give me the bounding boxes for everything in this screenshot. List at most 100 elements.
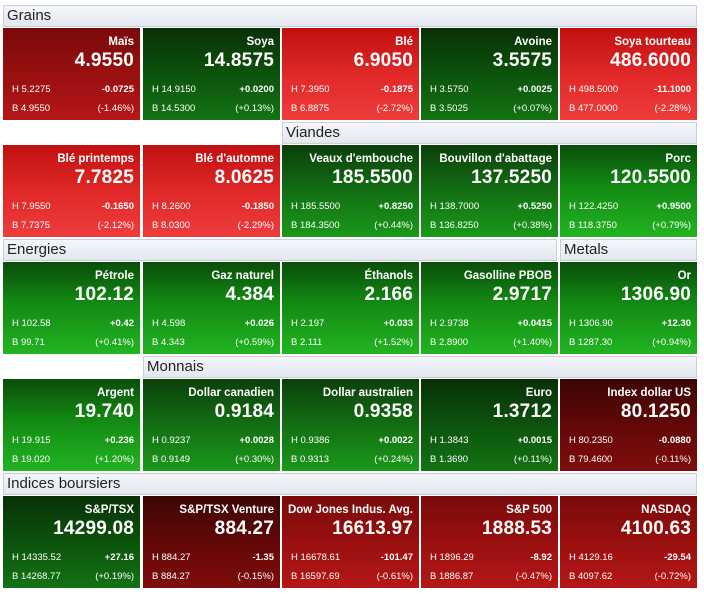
quote-high: H 5.2275 (12, 84, 51, 95)
quote-high: H 138.7000 (430, 201, 480, 212)
quote-tile-petrole[interactable]: Pétrole 102.12 H 102.58 +0.42 B 99.71 (+0.… (3, 262, 140, 354)
quote-high-row: H 5.2275 -0.0725 (12, 84, 134, 95)
quote-tile-ethanols[interactable]: Éthanols 2.166 H 2.197 +0.033 B 2.111 (+1.… (282, 262, 419, 354)
quote-low-row: B 2.111 (+1.52%) (291, 337, 413, 348)
quote-low-row: B 4.343 (+0.59%) (152, 337, 274, 348)
quote-tile-ble[interactable]: Blé 6.9050 H 7.3950 -0.1875 B 6.8875 (-2.7… (282, 28, 419, 120)
quote-tile-veaux-embouche[interactable]: Veaux d'embouche 185.5500 H 185.5500 +0.8… (282, 145, 419, 237)
quote-name: Veaux d'embouche (309, 153, 413, 165)
quote-tile-gaz-naturel[interactable]: Gaz naturel 4.384 H 4.598 +0.026 B 4.343 (… (143, 262, 280, 354)
quote-tile-dollar-australien[interactable]: Dollar australien 0.9358 H 0.9386 +0.0022… (282, 379, 419, 471)
quote-name: Blé d'automne (195, 153, 274, 165)
quote-low: B 4.343 (152, 337, 185, 348)
quote-high-row: H 14335.52 +27.16 (12, 552, 134, 563)
quote-high-row: H 0.9237 +0.0028 (152, 435, 274, 446)
quote-tile-argent[interactable]: Argent 19.740 H 19.915 +0.236 B 19.020 (+1… (3, 379, 140, 471)
quote-tile-sp-tsx[interactable]: S&P/TSX 14299.08 H 14335.52 +27.16 B 1426… (3, 496, 140, 588)
quote-tile-or[interactable]: Or 1306.90 H 1306.90 +12.30 B 1287.30 (+0.… (560, 262, 697, 354)
quote-high: H 498.5000 (569, 84, 619, 95)
quote-high: H 1.3843 (430, 435, 469, 446)
quote-tile-bouvillon-abattage[interactable]: Bouvillon d'abattage 137.5250 H 138.7000… (421, 145, 558, 237)
quote-change: +0.9500 (656, 201, 691, 212)
quote-name: Dollar australien (322, 387, 413, 399)
quote-low: B 0.9149 (152, 454, 191, 465)
quote-percent: (-1.46%) (97, 103, 134, 114)
quote-price: 884.27 (214, 518, 274, 539)
section-header-energies: Energies (3, 239, 557, 261)
quote-tile-index-dollar-us[interactable]: Index dollar US 80.1250 H 80.2350 -0.0880… (560, 379, 697, 471)
quote-high: H 19.915 (12, 435, 51, 446)
quote-low-row: B 0.9313 (+0.24%) (291, 454, 413, 465)
quote-change: +0.0015 (517, 435, 552, 446)
quote-price: 0.9358 (353, 401, 413, 422)
quote-tile-dow-jones[interactable]: Dow Jones Indus. Avg. 16613.97 H 16678.6… (282, 496, 419, 588)
quote-high: H 3.5750 (430, 84, 469, 95)
quote-high: H 122.4250 (569, 201, 619, 212)
quote-price: 486.6000 (610, 50, 691, 71)
quote-low: B 7.7375 (12, 220, 51, 231)
quote-price: 4.9550 (74, 50, 134, 71)
quote-tile-avoine[interactable]: Avoine 3.5575 H 3.5750 +0.0025 B 3.5025 (+… (421, 28, 558, 120)
quote-high-row: H 102.58 +0.42 (12, 318, 134, 329)
quote-tile-gasolline-pbob[interactable]: Gasolline PBOB 2.9717 H 2.9738 +0.0415 B … (421, 262, 558, 354)
quote-low: B 19.020 (12, 454, 51, 465)
quote-tile-mais[interactable]: Maïs 4.9550 H 5.2275 -0.0725 B 4.9550 (-1.… (3, 28, 140, 120)
quote-percent: (+0.24%) (374, 454, 413, 465)
quote-high: H 4.598 (152, 318, 186, 329)
quote-high: H 102.58 (12, 318, 51, 329)
quote-low-row: B 1.3690 (+0.11%) (430, 454, 552, 465)
quote-low-row: B 16597.69 (-0.61%) (291, 571, 413, 582)
quote-tile-euro[interactable]: Euro 1.3712 H 1.3843 +0.0015 B 1.3690 (+0.… (421, 379, 558, 471)
quote-name: Soya tourteau (614, 36, 691, 48)
quote-price: 2.166 (364, 284, 413, 305)
quote-high-row: H 3.5750 +0.0025 (430, 84, 552, 95)
quote-tile-ble-automne[interactable]: Blé d'automne 8.0625 H 8.2600 -0.1850 B 8… (143, 145, 280, 237)
quote-tile-ble-printemps[interactable]: Blé printemps 7.7825 H 7.9550 -0.1650 B 7… (3, 145, 140, 237)
quote-change: +0.236 (104, 435, 134, 446)
quote-high-row: H 4129.16 -29.54 (569, 552, 691, 563)
quote-tile-porc[interactable]: Porc 120.5500 H 122.4250 +0.9500 B 118.37… (560, 145, 697, 237)
quote-name: Éthanols (364, 270, 413, 282)
quote-low: B 14.5300 (152, 103, 196, 114)
quote-low-row: B 6.8875 (-2.72%) (291, 103, 413, 114)
quote-name: Maïs (108, 36, 134, 48)
quote-low: B 884.27 (152, 571, 191, 582)
quote-change: +0.026 (244, 318, 274, 329)
quote-high-row: H 4.598 +0.026 (152, 318, 274, 329)
quote-tile-soya[interactable]: Soya 14.8575 H 14.9150 +0.0200 B 14.5300 (… (143, 28, 280, 120)
quote-name: Pétrole (95, 270, 134, 282)
quote-percent: (+0.44%) (374, 220, 413, 231)
quote-tile-dollar-canadien[interactable]: Dollar canadien 0.9184 H 0.9237 +0.0028 B… (143, 379, 280, 471)
quote-high-row: H 7.9550 -0.1650 (12, 201, 134, 212)
quote-change: +0.8250 (378, 201, 413, 212)
quote-tile-sp-500[interactable]: S&P 500 1888.53 H 1896.29 -8.92 B 1886.87… (421, 496, 558, 588)
quote-percent: (+0.59%) (235, 337, 274, 348)
quote-low: B 14268.77 (12, 571, 61, 582)
quote-high-row: H 7.3950 -0.1875 (291, 84, 413, 95)
quote-price: 120.5500 (610, 167, 691, 188)
quote-change: -11.1000 (654, 84, 691, 95)
quote-change: -8.92 (530, 552, 552, 563)
quote-high: H 1896.29 (430, 552, 474, 563)
quote-low-row: B 0.9149 (+0.30%) (152, 454, 274, 465)
quote-high: H 2.197 (291, 318, 325, 329)
quote-high-row: H 1306.90 +12.30 (569, 318, 691, 329)
quote-name: Euro (525, 387, 552, 399)
quote-price: 137.5250 (471, 167, 552, 188)
quote-change: +0.0022 (378, 435, 413, 446)
quote-low-row: B 184.3500 (+0.44%) (291, 220, 413, 231)
quote-low: B 1.3690 (430, 454, 469, 465)
quote-name: Gaz naturel (211, 270, 274, 282)
quote-tile-sp-tsx-venture[interactable]: S&P/TSX Venture 884.27 H 884.27 -1.35 B 8… (143, 496, 280, 588)
section-header-metals: Metals (560, 239, 697, 261)
quote-percent: (+1.20%) (95, 454, 134, 465)
quote-high-row: H 138.7000 +0.5250 (430, 201, 552, 212)
quote-tile-soya-tourteau[interactable]: Soya tourteau 486.6000 H 498.5000 -11.100… (560, 28, 697, 120)
quote-tile-nasdaq[interactable]: NASDAQ 4100.63 H 4129.16 -29.54 B 4097.62… (560, 496, 697, 588)
quote-price: 0.9184 (214, 401, 274, 422)
quote-price: 16613.97 (332, 518, 413, 539)
quote-low: B 1287.30 (569, 337, 613, 348)
quote-name: Soya (246, 36, 275, 48)
quote-high-row: H 80.2350 -0.0880 (569, 435, 691, 446)
quote-low-row: B 3.5025 (+0.07%) (430, 103, 552, 114)
